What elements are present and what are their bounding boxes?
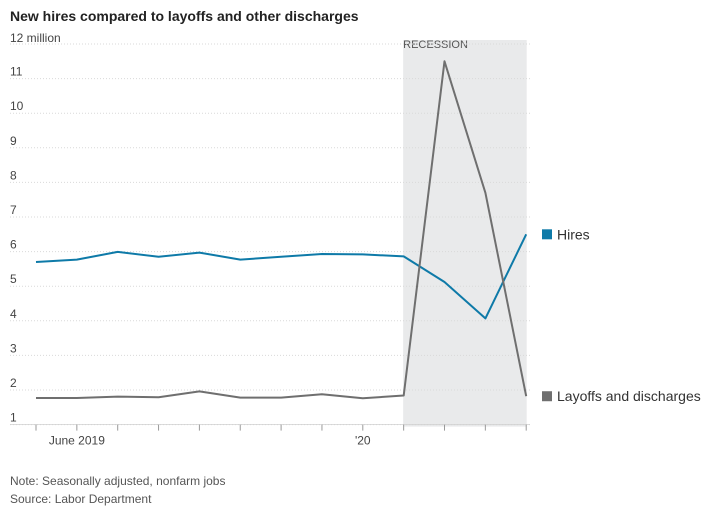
recession-label: RECESSION bbox=[403, 39, 468, 51]
legend: Hires Layoffs and discharges bbox=[542, 226, 701, 404]
recession-shading bbox=[403, 40, 527, 427]
recession-band: RECESSION bbox=[403, 39, 527, 427]
y-tick-label: 5 bbox=[10, 272, 17, 286]
y-tick-label: 6 bbox=[10, 238, 17, 252]
x-tick-label: June 2019 bbox=[49, 434, 105, 448]
y-tick-label: 11 bbox=[10, 65, 23, 79]
y-tick-label: 1 bbox=[10, 411, 17, 425]
y-axis-ticks: 12 million 1 2 3 4 5 6 7 8 9 10 11 bbox=[10, 31, 61, 425]
y-tick-label: 7 bbox=[10, 203, 17, 217]
y-unit-label: 12 million bbox=[10, 31, 61, 45]
y-tick-label: 10 bbox=[10, 99, 24, 113]
y-tick-label: 9 bbox=[10, 134, 17, 148]
legend-label-hires: Hires bbox=[557, 226, 590, 242]
line-chart: RECESSION 12 million 1 2 3 4 5 6 7 8 9 10 11 June 2… bbox=[10, 31, 701, 448]
legend-swatch-hires bbox=[542, 229, 552, 240]
y-tick-label: 8 bbox=[10, 168, 17, 182]
y-tick-label: 2 bbox=[10, 376, 17, 390]
y-tick-label: 3 bbox=[10, 341, 17, 355]
legend-swatch-layoffs bbox=[542, 391, 552, 402]
chart-title: New hires compared to layoffs and other … bbox=[10, 8, 359, 24]
x-tick-label: '20 bbox=[355, 434, 371, 448]
legend-label-layoffs: Layoffs and discharges bbox=[557, 388, 701, 404]
series-lines bbox=[35, 60, 528, 400]
chart-source: Source: Labor Department bbox=[10, 492, 152, 506]
y-tick-label: 4 bbox=[10, 307, 17, 321]
series-line-hires bbox=[35, 233, 528, 320]
series-line-layoffs bbox=[36, 60, 528, 400]
chart-note: Note: Seasonally adjusted, nonfarm jobs bbox=[10, 474, 226, 488]
x-axis: June 2019 '20 bbox=[10, 424, 530, 448]
